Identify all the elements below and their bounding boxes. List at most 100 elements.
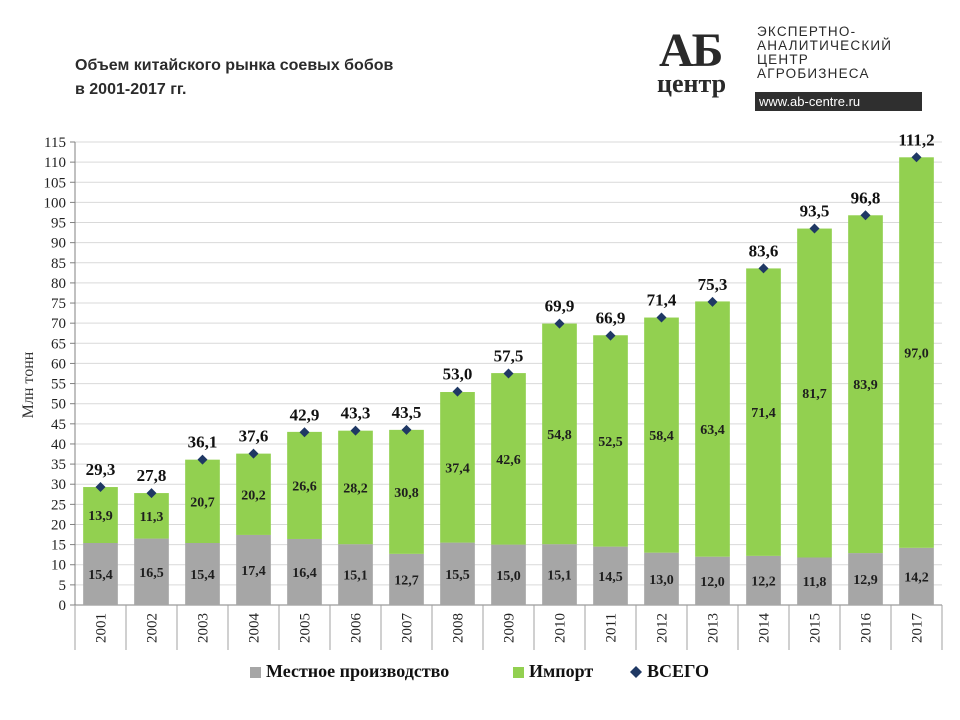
bar-local-production xyxy=(542,544,577,605)
chart-title-line2: в 2001-2017 гг. xyxy=(75,81,187,98)
bar-import xyxy=(695,301,730,557)
data-label-local-production: 11,8 xyxy=(803,575,827,590)
data-label-local-production: 15,5 xyxy=(445,568,470,583)
y-tick-label: 35 xyxy=(51,457,66,473)
y-tick-label: 60 xyxy=(51,356,66,372)
data-label-local-production: 15,1 xyxy=(547,569,572,584)
bar-local-production xyxy=(695,556,730,605)
x-tick-label: 2003 xyxy=(196,613,212,643)
bar-import xyxy=(491,373,526,545)
total-marker xyxy=(197,454,208,465)
total-label: 75,3 xyxy=(698,275,728,294)
total-label: 111,2 xyxy=(898,130,934,149)
total-label: 37,6 xyxy=(239,427,269,446)
bar-local-production xyxy=(593,546,628,605)
total-label: 57,5 xyxy=(494,347,524,366)
bar-local-production xyxy=(899,547,934,605)
bar-local-production xyxy=(185,542,220,605)
total-marker xyxy=(656,312,667,323)
data-label-import: 26,6 xyxy=(292,479,317,494)
x-axis: 2001 2002 2003 2004 2005 2006 2007 2008 2009 2010… xyxy=(74,604,943,650)
total-label: 71,4 xyxy=(647,291,677,310)
total-label: 96,8 xyxy=(851,188,881,207)
total-marker xyxy=(911,152,922,163)
bar-import xyxy=(899,157,934,548)
x-tick-label: 2008 xyxy=(451,613,467,643)
x-tick-label: 2011 xyxy=(604,613,620,642)
data-label-local-production: 13,0 xyxy=(649,573,674,588)
y-tick-label: 20 xyxy=(51,517,66,533)
legend-label-import: Импорт xyxy=(529,661,593,681)
data-label-import: 81,7 xyxy=(802,387,827,402)
total-marker xyxy=(503,368,514,379)
logo-url: www.ab-centre.ru xyxy=(755,92,922,111)
total-marker xyxy=(350,425,361,436)
data-label-import: 37,4 xyxy=(445,461,470,476)
data-label-import: 58,4 xyxy=(649,429,674,444)
total-marker xyxy=(554,318,565,329)
total-marker xyxy=(401,424,412,435)
y-tick-label: 65 xyxy=(51,336,66,352)
total-label: 43,5 xyxy=(392,403,422,422)
total-marker xyxy=(95,482,106,493)
bar-import xyxy=(389,429,424,554)
y-tick-label: 80 xyxy=(51,276,66,292)
data-label-import: 83,9 xyxy=(853,378,878,393)
y-tick-label: 70 xyxy=(51,316,66,332)
total-marker xyxy=(860,210,871,221)
data-label-import: 97,0 xyxy=(904,347,929,362)
bar-import xyxy=(185,459,220,543)
bar-local-production xyxy=(848,553,883,605)
y-tick-label: 95 xyxy=(51,216,66,232)
total-label: 53,0 xyxy=(443,365,473,384)
bar-local-production xyxy=(440,542,475,605)
bar-local-production xyxy=(491,544,526,605)
logo-line-3: ЦЕНТР xyxy=(757,52,809,67)
y-tick-label: 105 xyxy=(44,175,67,191)
bar-local-production xyxy=(389,553,424,605)
data-label-import: 11,3 xyxy=(140,510,164,525)
bar-local-production xyxy=(746,555,781,605)
x-tick-label: 2009 xyxy=(502,613,518,643)
ab-centre-logo: АБ центр ЭКСПЕРТНО- АНАЛИТИЧЕСКИЙ ЦЕНТР … xyxy=(655,24,925,115)
data-label-local-production: 17,4 xyxy=(241,564,266,579)
x-tick-label: 2006 xyxy=(349,613,365,644)
legend-swatch-import xyxy=(513,667,524,678)
x-tick-label: 2012 xyxy=(655,613,671,643)
legend-label-total: ВСЕГО xyxy=(647,661,709,681)
bar-import xyxy=(134,493,169,539)
total-label: 43,3 xyxy=(341,404,371,423)
data-label-import: 20,7 xyxy=(190,495,215,510)
bar-local-production xyxy=(134,538,169,605)
total-marker xyxy=(452,386,463,397)
total-label: 27,8 xyxy=(137,466,167,485)
total-marker xyxy=(299,427,310,438)
bar-local-production xyxy=(338,544,373,605)
data-label-import: 54,8 xyxy=(547,428,572,443)
legend-swatch-local-production xyxy=(250,667,261,678)
x-tick-label: 2002 xyxy=(145,613,161,643)
y-tick-label: 10 xyxy=(51,558,66,574)
total-label: 42,9 xyxy=(290,405,320,424)
data-label-import: 71,4 xyxy=(751,406,776,421)
y-tick-label: 5 xyxy=(59,578,67,594)
bar-import xyxy=(338,430,373,545)
bar-import xyxy=(287,431,322,539)
legend-marker-total xyxy=(630,666,642,678)
data-label-import: 52,5 xyxy=(598,435,623,450)
data-label-local-production: 15,0 xyxy=(496,569,521,584)
bar-import xyxy=(542,323,577,545)
bar-import xyxy=(848,215,883,554)
chart-title-line1: Объем китайского рынка соевых бобов xyxy=(75,57,394,74)
total-marker xyxy=(248,448,259,459)
logo-line-2: АНАЛИТИЧЕСКИЙ xyxy=(757,38,893,53)
x-tick-label: 2007 xyxy=(400,613,416,644)
total-label: 36,1 xyxy=(188,433,218,452)
data-label-local-production: 16,4 xyxy=(292,566,317,581)
y-tick-label: 115 xyxy=(44,135,66,151)
total-marker xyxy=(605,330,616,341)
bar-local-production xyxy=(287,538,322,605)
data-label-local-production: 15,1 xyxy=(343,569,368,584)
logo-text: ЭКСПЕРТНО- АНАЛИТИЧЕСКИЙ ЦЕНТР АГРОБИЗНЕ… xyxy=(757,25,892,81)
